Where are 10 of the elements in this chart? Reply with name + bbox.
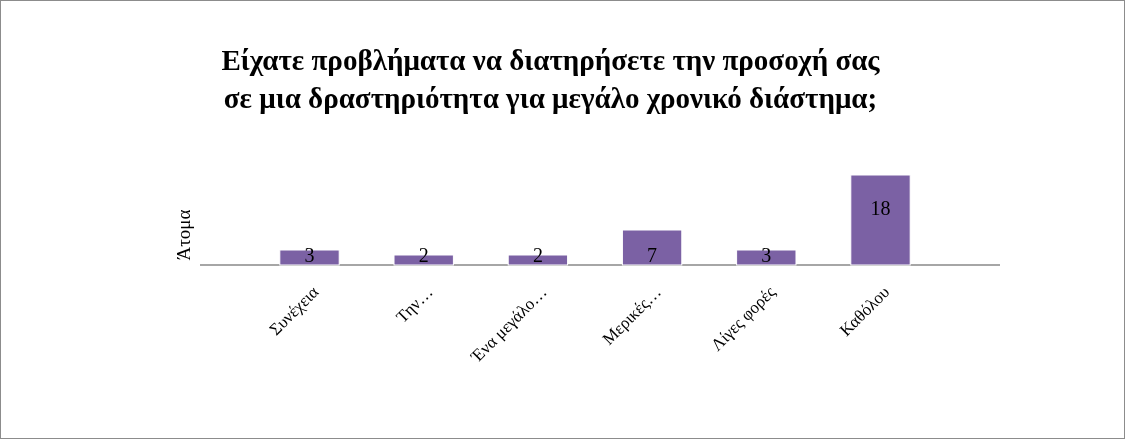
chart-title: Είχατε προβλήματα να διατηρήσετε την προσοχή σας σε μια δραστηριότητα για μεγάλο χρονικό διάστημα; (221, 44, 881, 114)
bar (850, 174, 911, 266)
bar (279, 249, 340, 266)
data-label: 3 (761, 244, 772, 266)
bar (621, 229, 683, 266)
bar (736, 249, 797, 266)
y-axis-title: Άτομα (173, 209, 194, 261)
data-label: 3 (304, 244, 315, 266)
data-label: 7 (647, 244, 658, 266)
data-label: 18 (870, 197, 891, 219)
